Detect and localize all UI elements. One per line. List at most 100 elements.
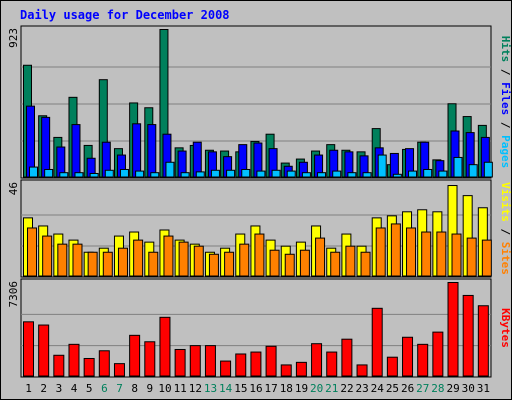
bar-files-day-1 <box>26 105 35 178</box>
legend-entry-files: Files <box>499 82 512 115</box>
x-tick-label: 9 <box>147 382 154 395</box>
bar-pages-day-27 <box>423 168 433 178</box>
bar-kbytes-day-15 <box>235 353 247 377</box>
x-tick-label: 4 <box>71 382 78 395</box>
bar-pages-day-30 <box>468 164 478 178</box>
bar-pages-day-2 <box>44 168 54 178</box>
bar-sites-day-27 <box>421 231 432 277</box>
bar-sites-day-5 <box>87 251 98 277</box>
bar-kbytes-day-11 <box>174 348 186 377</box>
bar-kbytes-day-8 <box>129 334 141 377</box>
x-tick-label: 21 <box>325 382 338 395</box>
bar-pages-day-15 <box>241 168 251 178</box>
bar-kbytes-day-5 <box>83 357 95 377</box>
x-tick-label: 16 <box>249 382 262 395</box>
bars <box>23 29 493 178</box>
bar-sites-day-14 <box>224 251 235 277</box>
x-tick-label: 12 <box>189 382 202 395</box>
bar-pages-day-6 <box>104 169 114 178</box>
x-tick-label: 18 <box>280 382 293 395</box>
bar-sites-day-23 <box>360 251 371 277</box>
bar-sites-day-22 <box>345 245 356 277</box>
bar-sites-day-10 <box>163 235 174 277</box>
bar-pages-day-21 <box>332 170 342 178</box>
legend-separator: / <box>499 222 512 242</box>
legend-separator: / <box>499 115 512 135</box>
panel-hits-files-pages: 923 Hits / Files / Pages <box>7 25 512 179</box>
legend-entry-pages: Pages <box>499 135 512 168</box>
x-tick-label: 14 <box>219 382 233 395</box>
bar-kbytes-day-28 <box>432 331 444 377</box>
bar-files-day-4 <box>71 124 81 178</box>
bar-kbytes-day-20 <box>311 343 323 377</box>
x-tick-label: 10 <box>158 382 171 395</box>
bar-sites-day-19 <box>299 249 310 277</box>
bar-kbytes-day-9 <box>144 341 156 377</box>
bar-kbytes-day-25 <box>386 356 398 377</box>
bar-kbytes-day-18 <box>280 364 292 377</box>
bar-kbytes-day-22 <box>341 338 353 377</box>
bar-pages-day-1 <box>29 166 38 178</box>
x-tick-label: 17 <box>265 382 278 395</box>
bar-kbytes-day-16 <box>250 351 262 377</box>
bars <box>23 185 492 277</box>
bar-pages-day-3 <box>59 172 69 178</box>
bar-sites-day-1 <box>27 227 37 277</box>
bar-pages-day-10 <box>165 161 175 178</box>
bar-pages-day-16 <box>256 170 266 178</box>
x-tick-label: 3 <box>56 382 63 395</box>
legend-entry-sites: Sites <box>499 242 512 275</box>
bar-sites-day-8 <box>133 239 144 277</box>
bar-sites-day-20 <box>315 237 326 277</box>
x-tick-label: 22 <box>340 382 353 395</box>
bar-pages-day-4 <box>74 172 84 178</box>
x-tick-label: 5 <box>86 382 93 395</box>
legend-entry-visits: Visits <box>499 182 512 222</box>
bar-sites-day-4 <box>72 243 83 277</box>
bar-pages-day-11 <box>180 172 190 178</box>
bar-kbytes-day-4 <box>68 343 80 377</box>
bar-kbytes-day-27 <box>417 343 429 377</box>
bar-sites-day-24 <box>375 227 386 277</box>
bar-pages-day-19 <box>301 172 311 178</box>
y-max-label: 46 <box>7 182 20 195</box>
bar-pages-day-7 <box>119 168 129 178</box>
bar-pages-day-18 <box>286 170 296 178</box>
bar-sites-day-6 <box>102 251 113 277</box>
bar-pages-day-26 <box>408 170 418 178</box>
bar-pages-day-5 <box>89 172 99 178</box>
bar-pages-day-8 <box>135 170 145 178</box>
x-tick-label: 7 <box>116 382 123 395</box>
legend-hits-files-pages: Hits / Files / Pages <box>499 36 512 169</box>
x-tick-label: 2 <box>40 382 47 395</box>
bar-pages-day-31 <box>483 161 493 178</box>
bar-pages-day-25 <box>392 173 402 178</box>
bar-sites-day-11 <box>178 241 189 277</box>
bar-sites-day-29 <box>451 233 462 277</box>
legend-kbytes: KBytes <box>499 308 512 348</box>
bar-pages-day-28 <box>438 170 448 178</box>
bar-pages-day-29 <box>453 156 463 178</box>
bar-kbytes-day-31 <box>477 305 489 377</box>
bar-sites-day-31 <box>481 239 492 277</box>
bar-kbytes-day-21 <box>326 351 338 377</box>
x-tick-label: 28 <box>431 382 444 395</box>
x-tick-label: 15 <box>234 382 247 395</box>
x-tick-label: 23 <box>356 382 369 395</box>
bar-files-day-25 <box>389 152 399 178</box>
bar-sites-day-7 <box>117 247 128 277</box>
x-tick-label: 30 <box>462 382 475 395</box>
bar-sites-day-21 <box>330 251 341 277</box>
x-tick-label: 26 <box>401 382 414 395</box>
bar-sites-day-9 <box>148 251 159 277</box>
x-tick-label: 13 <box>204 382 217 395</box>
panel-visits-sites: 46 Visits / Sites <box>7 179 512 278</box>
x-tick-label: 29 <box>446 382 459 395</box>
bar-sites-day-17 <box>269 249 280 277</box>
legend-entry-hits: Hits <box>499 36 512 63</box>
bar-sites-day-16 <box>254 233 265 277</box>
bar-sites-day-2 <box>42 235 53 277</box>
bar-kbytes-day-26 <box>402 336 414 377</box>
bar-kbytes-day-1 <box>23 321 34 377</box>
